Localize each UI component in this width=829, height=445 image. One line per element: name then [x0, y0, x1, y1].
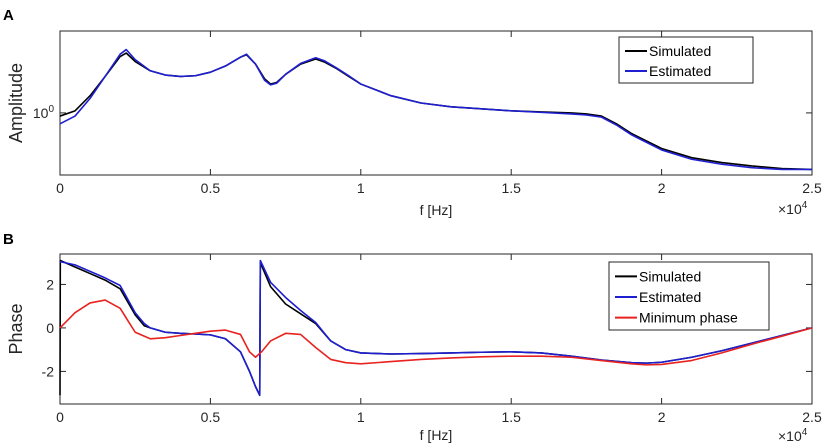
panel-b-x-tick-label: 2	[658, 409, 666, 425]
panel-a-label: A	[3, 7, 14, 24]
panel-a-x-tick-label: 2.5	[802, 180, 822, 196]
panel-b-x-tick-label: 1	[357, 409, 365, 425]
panel-a-x-tick-label: 0.5	[201, 180, 221, 196]
panel-b-x-tick-label: 1.5	[501, 409, 521, 425]
panel-b-y-tick-label: 2	[46, 276, 54, 292]
panel-b-x-exponent: ×104	[778, 427, 808, 444]
panel-a-x-exponent-base: ×10	[778, 201, 802, 217]
panel-b-x-tick-label: 0	[56, 409, 64, 425]
panel-a-y-tick-label: 100	[33, 104, 55, 121]
panel-b-legend-entry: Estimated	[639, 289, 701, 305]
panel-b-lines	[59, 259, 813, 397]
panel-b-legend-entry: Minimum phase	[639, 310, 738, 326]
panel-b-series-line-estimated	[59, 259, 813, 397]
panel-b-label: B	[3, 231, 14, 248]
panel-b-ticks: 0 0.5 1 1.5 2 2.5 2 0 -2	[42, 254, 822, 425]
panel-a-legend-entry: Simulated	[649, 43, 711, 59]
panel-b-y-axis-label: Phase	[6, 303, 26, 354]
panel-a-y-axis-label: Amplitude	[6, 63, 26, 143]
panel-b-x-exponent-base: ×10	[778, 428, 802, 444]
panel-a-legend-box	[618, 36, 754, 84]
panel-a-ticks: 0 0.5 1 1.5 2 2.5 100	[33, 31, 822, 196]
panel-b-y-tick-label: -2	[42, 363, 55, 379]
panel-a-legend: Simulated Estimated	[618, 36, 754, 84]
panel-b: B Phase f [Hz] ×104 0 0.5 1 1.5 2 2.5 2 0 -2 Sim…	[3, 231, 822, 444]
panel-a-x-exponent: ×104	[778, 200, 808, 217]
panel-b-x-tick-label: 0.5	[201, 409, 221, 425]
panel-a-x-tick-label: 0	[56, 180, 64, 196]
panel-a-lines	[59, 48, 813, 171]
panel-a-series-line-estimated	[59, 48, 812, 171]
panel-a-x-tick-label: 1	[357, 180, 365, 196]
panel-b-x-tick-label: 2.5	[802, 409, 822, 425]
panel-b-x-exponent-power: 4	[802, 427, 808, 438]
panel-a-x-tick-label: 2	[658, 180, 666, 196]
panel-b-x-axis-label: f [Hz]	[420, 427, 453, 443]
panel-a-legend-entry: Estimated	[649, 63, 711, 79]
panel-a-x-exponent-power: 4	[802, 200, 808, 211]
panel-b-series-line-minimum-phase	[59, 299, 813, 366]
panel-a-x-tick-label: 1.5	[501, 180, 521, 196]
panel-a: A Amplitude f [Hz] ×104 0 0.5 1 1.5 2 2.5100 …	[3, 7, 822, 218]
panel-b-legend-entry: Simulated	[639, 268, 701, 284]
panel-a-x-axis-label: f [Hz]	[420, 202, 453, 218]
panel-b-legend: Simulated Estimated Minimum phase	[608, 261, 770, 331]
panel-b-y-tick-label: 0	[46, 320, 54, 336]
